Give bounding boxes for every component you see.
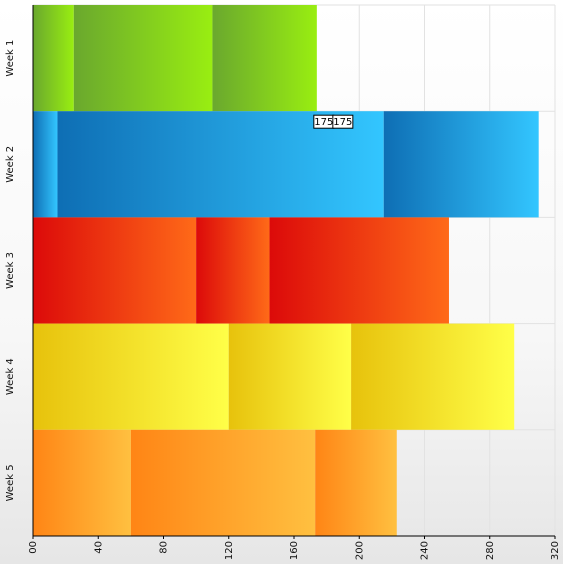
x-tick-label-5: 200 <box>354 541 365 560</box>
bar-5-seg-3[interactable] <box>315 429 397 536</box>
tooltip-labels: 175 175 <box>313 114 354 129</box>
category-label-1: Week 1 <box>5 40 16 77</box>
bar-3-seg-2[interactable] <box>196 217 270 324</box>
bar-3-seg-3[interactable] <box>269 217 449 324</box>
x-tick-label-0: 00 <box>28 541 39 554</box>
x-tick-label-8: 320 <box>550 541 561 560</box>
x-tick-label-4: 160 <box>289 541 300 560</box>
bar-1-seg-1[interactable] <box>33 5 74 112</box>
bar-4-seg-3[interactable] <box>351 323 515 430</box>
bar-2-seg-1[interactable] <box>33 111 58 218</box>
bar-2-seg-3[interactable] <box>383 111 539 218</box>
x-tick-label-1: 40 <box>93 541 104 554</box>
y-category-labels: Week 1 Week 2 Week 3 Week 4 Week 5 <box>5 40 16 502</box>
x-tick-label-2: 80 <box>159 541 170 554</box>
bar-1-seg-3[interactable] <box>212 5 317 112</box>
bar-5-seg-1[interactable] <box>33 429 131 536</box>
bar-4-seg-2[interactable] <box>228 323 352 430</box>
bars-layer <box>33 5 539 536</box>
category-label-4: Week 4 <box>5 358 16 395</box>
tooltip-label-1: 175 <box>314 117 333 128</box>
x-tick-label-6: 240 <box>420 541 431 560</box>
x-tick-label-3: 120 <box>224 541 235 560</box>
x-tick-label-7: 280 <box>485 541 496 560</box>
tooltip-label-2: 175 <box>333 117 352 128</box>
category-label-5: Week 5 <box>5 464 16 501</box>
bar-1-seg-2[interactable] <box>73 5 213 112</box>
bar-4-seg-1[interactable] <box>33 323 229 430</box>
tooltip-box-2 <box>332 114 354 129</box>
x-tick-labels: 00 40 80 120 160 200 240 280 320 <box>28 536 561 560</box>
category-label-3: Week 3 <box>5 252 16 289</box>
category-label-2: Week 2 <box>5 146 16 183</box>
bar-3-seg-1[interactable] <box>33 217 197 324</box>
bar-5-seg-2[interactable] <box>130 429 316 536</box>
bar-2-seg-2[interactable] <box>57 111 384 218</box>
